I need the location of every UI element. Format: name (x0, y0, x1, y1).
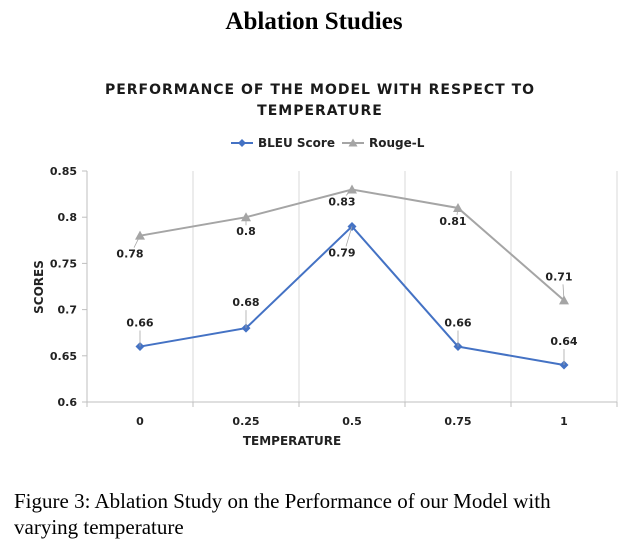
data-label-leader (345, 226, 353, 247)
data-label: 0.8 (236, 225, 256, 238)
data-label: 0.83 (328, 195, 355, 208)
data-label-leader (562, 284, 565, 301)
y-tick-label: 0.8 (58, 211, 78, 224)
line-chart: 0.6 0.65 0.7 0.75 0.8 0.85 0 0.25 0.5 0.75 1 TEMPER… (32, 136, 618, 448)
rouge-point (135, 230, 145, 240)
figure-caption: Figure 3: Ablation Study on the Performa… (14, 489, 551, 539)
page-heading: Ablation Studies (225, 8, 403, 35)
rouge-point (241, 212, 251, 222)
data-label: 0.66 (444, 317, 471, 330)
legend-marker (238, 139, 246, 147)
y-axis-title: SCORES (32, 260, 46, 314)
y-tick-label: 0.85 (50, 165, 77, 178)
x-tick-label: 0.5 (342, 415, 362, 428)
chart-title: PERFORMANCE OF THE MODEL WITH RESPECT TO… (104, 82, 536, 119)
x-tick-label: 0.75 (444, 415, 471, 428)
y-tick-label: 0.6 (58, 396, 78, 409)
legend-marker (348, 138, 358, 147)
x-tick-label: 1 (560, 415, 568, 428)
data-label: 0.71 (545, 270, 572, 283)
data-label: 0.66 (126, 317, 153, 330)
data-label-leader (133, 235, 141, 248)
data-label-leader (345, 189, 353, 196)
data-label-leader (456, 207, 459, 216)
rouge-point (453, 202, 463, 212)
rouge-point (347, 184, 357, 194)
x-axis-title: TEMPERATURE (243, 434, 341, 448)
legend-label: BLEU Score (258, 136, 335, 150)
x-tick-label: 0 (136, 415, 144, 428)
data-label: 0.78 (116, 248, 143, 261)
data-label: 0.79 (328, 246, 355, 259)
data-label: 0.81 (439, 215, 466, 228)
y-tick-label: 0.65 (50, 350, 77, 363)
y-tick-label: 0.7 (58, 304, 78, 317)
legend-label: Rouge-L (369, 136, 425, 150)
x-tick-label: 0.25 (232, 415, 259, 428)
data-label: 0.68 (232, 296, 259, 309)
y-tick-label: 0.75 (50, 257, 77, 270)
data-label: 0.64 (550, 335, 577, 348)
